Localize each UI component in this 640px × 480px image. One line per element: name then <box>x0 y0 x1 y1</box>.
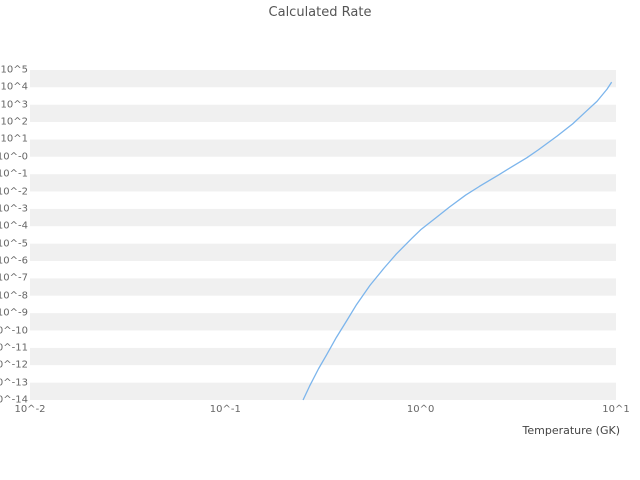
grid-band <box>30 382 616 400</box>
y-tick-label: 10^-7 <box>0 272 28 284</box>
y-tick-label: 10^-3 <box>0 203 28 215</box>
y-tick-label: 10^-8 <box>0 290 28 302</box>
grid-band <box>30 156 616 175</box>
grid-band <box>30 261 616 279</box>
x-axis-title: Temperature (GK) <box>522 424 621 437</box>
x-tick-label: 10^1 <box>602 404 630 415</box>
grid-band <box>30 174 616 192</box>
chart-title: Calculated Rate <box>268 5 372 20</box>
grid-band <box>30 191 616 209</box>
y-tick-label: 10^-2 <box>0 186 28 198</box>
grid-band <box>30 365 616 383</box>
y-tick-label: 10^-0 <box>0 151 28 163</box>
y-tick-label: 10^2 <box>0 116 28 128</box>
grid-band <box>30 313 616 331</box>
rate-line <box>302 81 613 401</box>
y-tick-label: 10^3 <box>0 99 28 111</box>
grid-band <box>30 208 616 227</box>
grid-band <box>30 104 616 123</box>
x-tick-label: 10^-1 <box>209 404 241 415</box>
grid-band <box>30 122 616 140</box>
y-tick-label: 10^-6 <box>0 255 28 267</box>
grid-band <box>30 243 616 262</box>
y-tick-label: 10^-4 <box>0 220 28 232</box>
grid-band <box>30 226 616 244</box>
y-tick-label: 10^-1 <box>0 168 28 180</box>
grid-band <box>30 347 616 366</box>
y-tick-label: 10^5 <box>0 64 28 76</box>
y-tick-label: 10^4 <box>0 81 28 93</box>
y-tick-label: 10^-11 <box>0 342 28 354</box>
x-tick-label: 10^-2 <box>14 404 46 415</box>
y-tick-label: 10^1 <box>0 133 28 145</box>
grid-band <box>30 70 616 88</box>
y-tick-label: 10^-14 <box>0 394 28 406</box>
grid-band <box>30 295 616 314</box>
y-tick-label: 10^-10 <box>0 325 28 337</box>
grid-band <box>30 139 616 157</box>
y-tick-label: 10^-5 <box>0 238 28 250</box>
grid-band <box>30 330 616 348</box>
grid-band <box>30 87 616 105</box>
grid-band <box>30 278 616 296</box>
x-tick-label: 10^0 <box>406 404 435 415</box>
y-tick-label: 10^-12 <box>0 359 28 371</box>
y-tick-label: 10^-13 <box>0 377 28 389</box>
y-tick-label: 10^-9 <box>0 307 28 319</box>
